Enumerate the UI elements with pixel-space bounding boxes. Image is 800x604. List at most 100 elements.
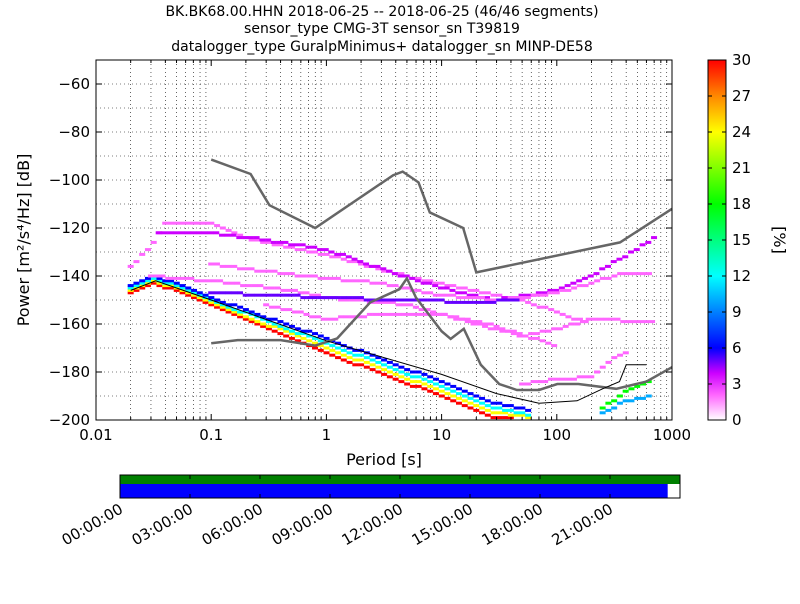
density-cell <box>257 284 264 288</box>
title-line-2: sensor_type CMG-3T sensor_sn T39819 <box>244 21 520 37</box>
density-cell <box>455 296 462 300</box>
density-cell <box>432 293 439 297</box>
density-cell <box>167 221 174 225</box>
density-cell <box>231 231 238 235</box>
density-cell <box>605 408 612 412</box>
density-cell <box>311 250 318 254</box>
density-cell <box>582 284 589 288</box>
colorbar-tick-label: 30 <box>732 51 751 69</box>
density-cell <box>369 353 376 357</box>
density-cell <box>496 293 503 297</box>
density-cell <box>167 281 174 285</box>
density-cell <box>634 272 641 276</box>
density-cell <box>214 305 221 309</box>
density-cell <box>633 248 640 252</box>
density-cell <box>317 339 324 343</box>
density-cell <box>605 401 612 405</box>
density-cell <box>311 336 318 340</box>
title-line-3: datalogger_type GuralpMinimus+ datalogge… <box>171 39 592 55</box>
density-cell <box>340 296 347 300</box>
density-cell <box>156 279 163 283</box>
density-cell <box>444 300 451 304</box>
density-cell <box>559 377 566 381</box>
density-cell <box>340 279 347 283</box>
density-cell <box>386 360 393 364</box>
density-cell <box>386 365 393 369</box>
density-cell <box>524 293 531 297</box>
density-cell <box>444 382 451 386</box>
density-cell <box>173 288 180 292</box>
density-cell <box>455 286 462 290</box>
density-cell <box>626 320 633 324</box>
density-cell <box>172 231 179 235</box>
density-cell <box>248 320 255 324</box>
density-cell <box>300 332 307 336</box>
density-cell <box>375 267 382 271</box>
density-cell <box>476 322 483 326</box>
density-cell <box>535 291 542 295</box>
density-cell <box>335 346 342 350</box>
density-cell <box>335 356 342 360</box>
density-cell <box>479 406 486 410</box>
density-cell <box>381 269 388 273</box>
x-tick-label: 0.1 <box>199 426 223 444</box>
density-cell <box>398 298 405 302</box>
density-cell <box>265 327 272 331</box>
density-cell <box>179 286 186 290</box>
density-cell <box>339 252 346 256</box>
density-cell <box>444 392 451 396</box>
density-cell <box>444 396 451 400</box>
density-cell <box>392 368 399 372</box>
density-cell <box>150 240 157 244</box>
density-cell <box>519 382 526 386</box>
density-cell <box>490 298 497 302</box>
density-cell <box>404 372 411 376</box>
density-cell <box>484 298 491 302</box>
density-cell <box>599 267 606 271</box>
density-cell <box>242 267 249 271</box>
density-cell <box>579 320 586 324</box>
density-cell <box>605 360 612 364</box>
density-cell <box>487 322 494 326</box>
density-cell <box>519 298 526 302</box>
density-cell <box>369 358 376 362</box>
density-cell <box>288 332 295 336</box>
density-cell <box>173 281 180 285</box>
density-cell <box>507 404 514 408</box>
density-cell <box>484 291 491 295</box>
density-cell <box>426 281 433 285</box>
density-cell <box>300 296 307 300</box>
density-cell <box>156 281 163 285</box>
density-cell <box>329 353 336 357</box>
density-cell <box>133 288 140 292</box>
density-cell <box>415 288 422 292</box>
coverage-time-label: 06:00:00 <box>199 500 266 549</box>
density-cell <box>513 413 520 417</box>
density-cell <box>565 315 572 319</box>
density-cell <box>493 324 500 328</box>
density-cell <box>460 291 467 295</box>
density-cell <box>407 303 414 307</box>
density-cell <box>300 274 307 278</box>
density-cell <box>432 392 439 396</box>
density-cell <box>571 317 578 321</box>
density-cell <box>288 243 295 247</box>
density-cell <box>380 267 387 271</box>
density-cell <box>352 260 359 264</box>
density-cell <box>533 336 540 340</box>
density-cell <box>276 240 283 244</box>
density-cell <box>194 279 201 283</box>
colorbar-tick-label: 15 <box>732 231 751 249</box>
density-cell <box>225 308 232 312</box>
density-cell <box>274 286 281 290</box>
density-cell <box>581 276 588 280</box>
density-cell <box>260 317 267 321</box>
density-cell <box>329 296 336 300</box>
density-cell <box>398 375 405 379</box>
density-cell <box>248 317 255 321</box>
density-cell <box>245 284 252 288</box>
density-cell <box>133 260 140 264</box>
density-cell <box>260 293 267 297</box>
density-cell <box>461 404 468 408</box>
density-cell <box>237 312 244 316</box>
